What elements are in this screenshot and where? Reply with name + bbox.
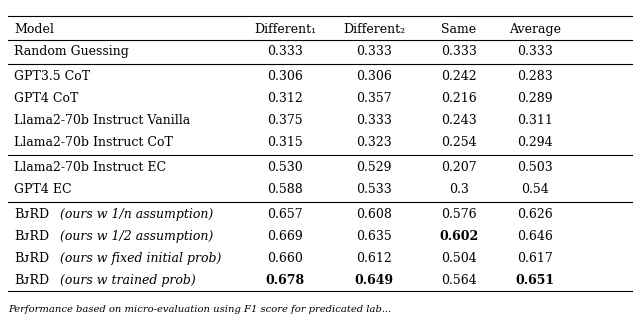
Text: (ours w trained prob): (ours w trained prob) bbox=[56, 274, 195, 287]
Text: 0.311: 0.311 bbox=[518, 114, 554, 127]
Text: Different₁: Different₁ bbox=[254, 23, 316, 36]
Text: Different₂: Different₂ bbox=[343, 23, 405, 36]
Text: BᴊRD: BᴊRD bbox=[14, 230, 49, 243]
Text: 0.254: 0.254 bbox=[441, 136, 477, 149]
Text: 0.588: 0.588 bbox=[267, 183, 303, 196]
Text: GPT4 CoT: GPT4 CoT bbox=[14, 92, 79, 105]
Text: 0.608: 0.608 bbox=[356, 208, 392, 221]
Text: (ours w 1/n assumption): (ours w 1/n assumption) bbox=[56, 208, 213, 221]
Text: 0.657: 0.657 bbox=[267, 208, 303, 221]
Text: 0.333: 0.333 bbox=[267, 45, 303, 58]
Text: 0.669: 0.669 bbox=[267, 230, 303, 243]
Text: 0.333: 0.333 bbox=[441, 45, 477, 58]
Text: 0.602: 0.602 bbox=[439, 230, 479, 243]
Text: Llama2-70b Instruct CoT: Llama2-70b Instruct CoT bbox=[14, 136, 173, 149]
Text: 0.216: 0.216 bbox=[441, 92, 477, 105]
Text: 0.504: 0.504 bbox=[441, 252, 477, 265]
Text: BᴊRD: BᴊRD bbox=[14, 208, 49, 221]
Text: 0.54: 0.54 bbox=[522, 183, 549, 196]
Text: Average: Average bbox=[509, 23, 561, 36]
Text: 0.503: 0.503 bbox=[518, 161, 553, 174]
Text: 0.312: 0.312 bbox=[267, 92, 303, 105]
Text: Llama2-70b Instruct EC: Llama2-70b Instruct EC bbox=[14, 161, 166, 174]
Text: Performance based on micro-evaluation using F1 score for predicated lab...: Performance based on micro-evaluation us… bbox=[8, 305, 391, 314]
Text: 0.3: 0.3 bbox=[449, 183, 469, 196]
Text: 0.529: 0.529 bbox=[356, 161, 392, 174]
Text: 0.242: 0.242 bbox=[441, 70, 477, 83]
Text: 0.289: 0.289 bbox=[518, 92, 553, 105]
Text: 0.333: 0.333 bbox=[356, 45, 392, 58]
Text: 0.646: 0.646 bbox=[518, 230, 554, 243]
Text: BᴊRD: BᴊRD bbox=[14, 252, 49, 265]
Text: 0.678: 0.678 bbox=[266, 274, 305, 287]
Text: GPT4 EC: GPT4 EC bbox=[14, 183, 72, 196]
Text: 0.576: 0.576 bbox=[441, 208, 477, 221]
Text: 0.207: 0.207 bbox=[441, 161, 477, 174]
Text: 0.635: 0.635 bbox=[356, 230, 392, 243]
Text: BᴊRD: BᴊRD bbox=[14, 274, 49, 287]
Text: 0.243: 0.243 bbox=[441, 114, 477, 127]
Text: 0.564: 0.564 bbox=[441, 274, 477, 287]
Text: (ours w fixed initial prob): (ours w fixed initial prob) bbox=[56, 252, 221, 265]
Text: 0.612: 0.612 bbox=[356, 252, 392, 265]
Text: (ours w 1/2 assumption): (ours w 1/2 assumption) bbox=[56, 230, 213, 243]
Text: 0.660: 0.660 bbox=[267, 252, 303, 265]
Text: 0.315: 0.315 bbox=[267, 136, 303, 149]
Text: 0.617: 0.617 bbox=[518, 252, 553, 265]
Text: GPT3.5 CoT: GPT3.5 CoT bbox=[14, 70, 90, 83]
Text: 0.533: 0.533 bbox=[356, 183, 392, 196]
Text: Same: Same bbox=[442, 23, 476, 36]
Text: Llama2-70b Instruct Vanilla: Llama2-70b Instruct Vanilla bbox=[14, 114, 190, 127]
Text: 0.375: 0.375 bbox=[267, 114, 303, 127]
Text: 0.306: 0.306 bbox=[356, 70, 392, 83]
Text: 0.333: 0.333 bbox=[518, 45, 554, 58]
Text: Model: Model bbox=[14, 23, 54, 36]
Text: 0.294: 0.294 bbox=[518, 136, 553, 149]
Text: 0.530: 0.530 bbox=[267, 161, 303, 174]
Text: 0.306: 0.306 bbox=[267, 70, 303, 83]
Text: 0.323: 0.323 bbox=[356, 136, 392, 149]
Text: 0.649: 0.649 bbox=[355, 274, 394, 287]
Text: 0.651: 0.651 bbox=[516, 274, 555, 287]
Text: 0.283: 0.283 bbox=[518, 70, 553, 83]
Text: Random Guessing: Random Guessing bbox=[14, 45, 129, 58]
Text: 0.333: 0.333 bbox=[356, 114, 392, 127]
Text: 0.626: 0.626 bbox=[518, 208, 553, 221]
Text: 0.357: 0.357 bbox=[356, 92, 392, 105]
